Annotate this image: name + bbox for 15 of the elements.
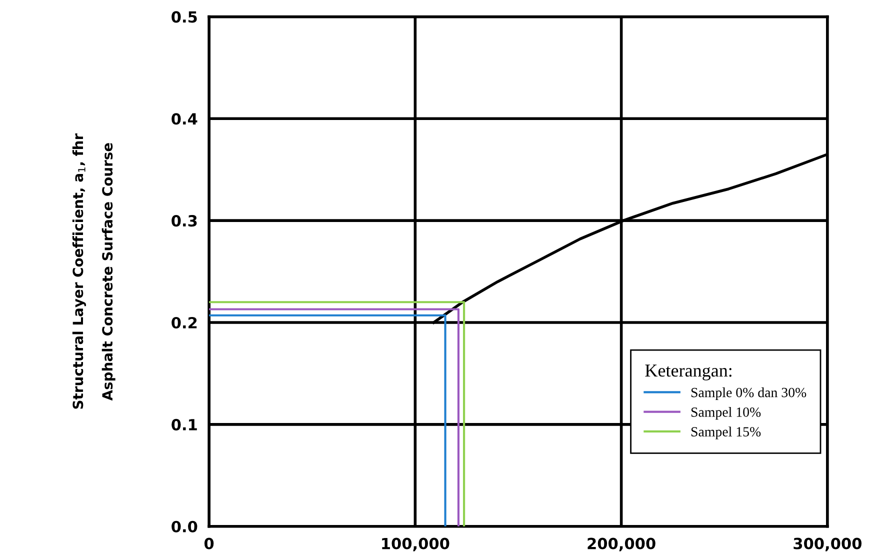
- y-tick-label: 0.3: [172, 215, 197, 227]
- legend-title: Keterangan:: [645, 364, 732, 380]
- y-tick-label: 0.0: [172, 520, 198, 532]
- y-tick-label: 0.5: [172, 11, 197, 23]
- x-tick-label: 0: [204, 538, 214, 550]
- legend-label: Sampel 15%: [691, 426, 761, 440]
- legend-label: Sampel 10%: [691, 407, 761, 420]
- y-tick-label: 0.2: [172, 316, 197, 329]
- x-tick-label: 200,000: [588, 538, 656, 552]
- y-tick-label: 0.4: [172, 113, 198, 125]
- x-tick-label: 300,000: [794, 538, 862, 552]
- y-tick-label: 0.1: [172, 418, 197, 430]
- x-tick-label: 100,000: [382, 538, 450, 552]
- text: Structural Layer Coefficient, a$_{1}$, fhr Asphalt Concrete Surface Course: [72, 133, 116, 409]
- legend-label: Sample 0% dan 30%: [691, 387, 806, 400]
